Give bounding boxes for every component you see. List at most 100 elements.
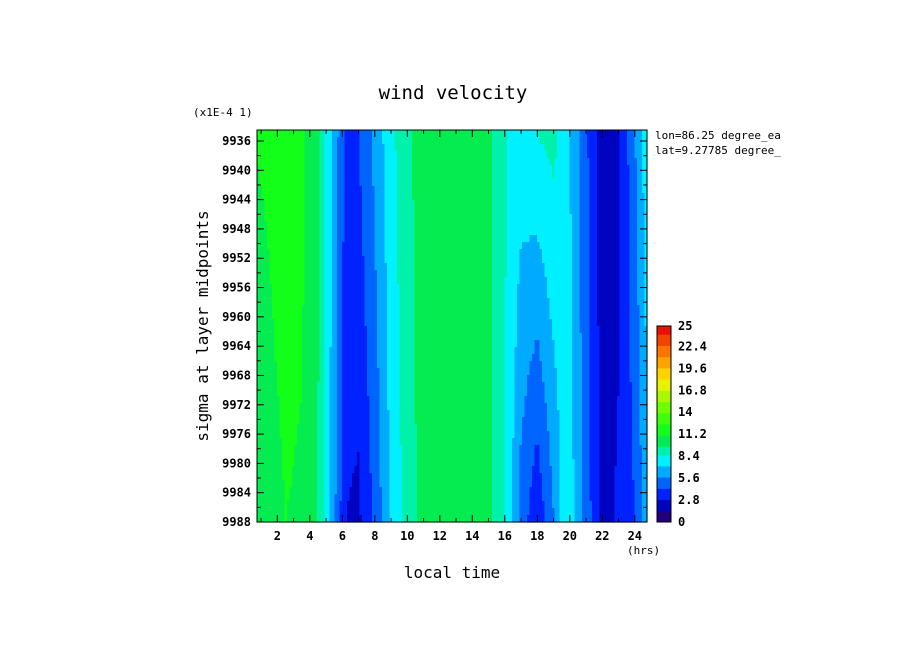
heatmap-cell [439,137,443,145]
heatmap-cell [452,207,456,215]
heatmap-cell [357,333,361,341]
heatmap-cell [487,179,491,187]
heatmap-cell [344,326,348,334]
heatmap-cell [582,340,586,348]
heatmap-cell [282,305,286,313]
heatmap-cell [259,319,263,327]
heatmap-cell [464,228,468,236]
heatmap-cell [289,347,293,355]
heatmap-cell [474,256,478,264]
heatmap-cell [594,270,598,278]
heatmap-cell [282,284,286,292]
heatmap-cell [469,284,473,292]
heatmap-cell [397,200,401,208]
heatmap-cell [277,165,281,173]
heatmap-cell [314,326,318,334]
heatmap-cell [334,319,338,327]
heatmap-cell [397,144,401,152]
heatmap-cell [524,144,528,152]
heatmap-cell [427,284,431,292]
heatmap-cell [629,263,633,271]
heatmap-cell [604,256,608,264]
heatmap-cell [399,151,403,159]
heatmap-cell [402,340,406,348]
heatmap-cell [579,172,583,180]
heatmap-cell [414,221,418,229]
heatmap-cell [589,228,593,236]
heatmap-cell [337,319,341,327]
heatmap-cell [389,256,393,264]
heatmap-cell [462,165,466,173]
heatmap-cell [312,277,316,285]
heatmap-cell [579,137,583,145]
heatmap-cell [457,312,461,320]
heatmap-cell [372,144,376,152]
heatmap-cell [454,221,458,229]
heatmap-cell [512,151,516,159]
heatmap-cell [492,319,496,327]
heatmap-cell [547,326,551,334]
heatmap-cell [467,347,471,355]
heatmap-cell [324,221,328,229]
heatmap-cell [569,228,573,236]
heatmap-cell [267,256,271,264]
heatmap-cell [562,347,566,355]
heatmap-cell [262,270,266,278]
heatmap-cell [267,263,271,271]
heatmap-cell [339,319,343,327]
heatmap-cell [527,270,531,278]
heatmap-cell [477,347,481,355]
heatmap-cell [457,298,461,306]
heatmap-cell [317,319,321,327]
heatmap-cell [454,312,458,320]
heatmap-cell [539,200,543,208]
heatmap-cell [409,193,413,201]
heatmap-cell [597,277,601,285]
heatmap-cell [322,305,326,313]
heatmap-cell [567,242,571,250]
heatmap-cell [462,305,466,313]
heatmap-cell [294,172,298,180]
heatmap-cell [564,305,568,313]
heatmap-cell [514,186,518,194]
heatmap-cell [377,130,381,138]
heatmap-cell [417,270,421,278]
heatmap-cell [489,228,493,236]
heatmap-cell [622,193,626,201]
heatmap-cell [459,158,463,166]
heatmap-cell [377,284,381,292]
heatmap-cell [367,137,371,145]
heatmap-cell [387,221,391,229]
heatmap-cell [579,263,583,271]
heatmap-cell [377,298,381,306]
heatmap-cell [292,326,296,334]
heatmap-cell [484,214,488,222]
heatmap-cell [519,186,523,194]
heatmap-cell [302,214,306,222]
heatmap-cell [269,242,273,250]
heatmap-cell [342,347,346,355]
heatmap-cell [489,193,493,201]
heatmap-cell [482,207,486,215]
heatmap-cell [587,165,591,173]
heatmap-cell [282,256,286,264]
heatmap-cell [604,263,608,271]
heatmap-cell [554,165,558,173]
heatmap-cell [394,305,398,313]
heatmap-cell [637,333,641,341]
heatmap-cell [462,200,466,208]
heatmap-cell [534,256,538,264]
heatmap-cell [617,193,621,201]
heatmap-cell [469,347,473,355]
heatmap-cell [639,277,643,285]
heatmap-cell [297,144,301,152]
heatmap-cell [409,172,413,180]
heatmap-cell [332,312,336,320]
heatmap-cell [349,347,353,355]
heatmap-cell [382,347,386,355]
heatmap-cell [409,235,413,243]
heatmap-cell [559,214,563,222]
heatmap-cell [434,200,438,208]
heatmap-cell [512,144,516,152]
heatmap-cell [537,165,541,173]
